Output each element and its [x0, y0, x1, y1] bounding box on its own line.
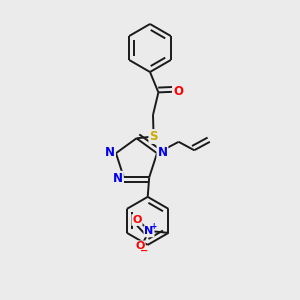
Text: +: +: [150, 222, 157, 231]
Text: O: O: [173, 85, 183, 98]
Text: S: S: [149, 130, 158, 143]
Text: O: O: [135, 242, 145, 251]
Text: N: N: [144, 226, 154, 236]
Text: O: O: [132, 215, 142, 225]
Text: N: N: [113, 172, 123, 185]
Text: N: N: [105, 146, 115, 159]
Text: N: N: [158, 146, 167, 159]
Text: −: −: [140, 246, 148, 256]
